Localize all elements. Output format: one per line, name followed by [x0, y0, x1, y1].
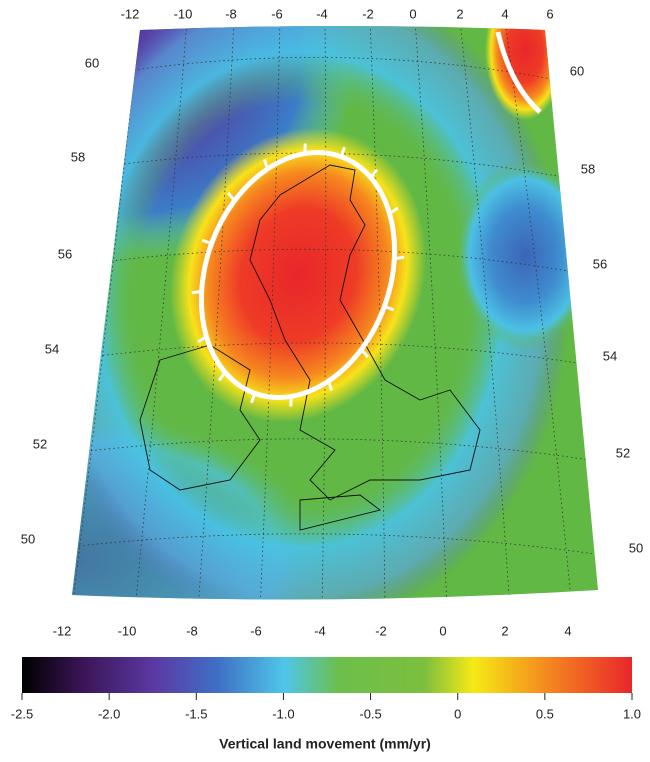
- latitude-label: 54: [45, 341, 59, 356]
- longitude-label: 4: [564, 623, 571, 638]
- latitude-label: 52: [33, 436, 47, 451]
- latitude-label: 60: [85, 55, 99, 70]
- map-field: [72, 26, 598, 600]
- longitude-label: -12: [53, 623, 72, 638]
- boundary-tick: [303, 143, 307, 154]
- longitude-label: 0: [439, 623, 446, 638]
- boundary-tick: [289, 396, 293, 407]
- boundary-tick: [388, 206, 399, 215]
- colorbar-tick-label: 0.5: [536, 706, 554, 721]
- uplift-boundary: [191, 31, 542, 407]
- longitude-label: -8: [225, 6, 237, 21]
- longitude-label: -4: [314, 623, 326, 638]
- longitude-label: 4: [501, 6, 508, 21]
- colorbar-tick-label: -2.0: [98, 706, 120, 721]
- boundary-tick: [383, 305, 395, 312]
- colorbar-tick-label: -1.5: [185, 706, 207, 721]
- parallel: [72, 533, 598, 558]
- longitude-label: -10: [118, 623, 137, 638]
- latitude-label: 60: [570, 63, 584, 78]
- latitude-label: 58: [71, 149, 85, 164]
- boundary-tick: [339, 146, 346, 158]
- latitude-label: 56: [58, 246, 72, 261]
- parallel: [72, 438, 598, 463]
- longitude-label: -2: [375, 623, 387, 638]
- meridian: [72, 26, 141, 600]
- colorbar-tick-label: -1.0: [272, 706, 294, 721]
- boundary-tick: [250, 392, 257, 404]
- parallel: [79, 248, 581, 274]
- meridian: [321, 26, 327, 600]
- colorbar-label: Vertical land movement (mm/yr): [219, 736, 431, 752]
- boundary-tick: [369, 168, 379, 179]
- boundary-tick: [394, 255, 405, 261]
- longitude-label: 2: [501, 623, 508, 638]
- latitude-label: 54: [603, 348, 617, 363]
- latitude-label: 56: [593, 256, 607, 271]
- longitude-label: -8: [186, 623, 198, 638]
- meridian: [369, 26, 386, 600]
- colorbar: [22, 657, 632, 693]
- boundary-tick: [327, 380, 333, 391]
- colorbar-tick-label: -0.5: [359, 706, 381, 721]
- colorbar-tick-label: 1.0: [623, 706, 641, 721]
- meridian: [134, 26, 188, 600]
- boundary-tick: [360, 348, 370, 358]
- boundary-tick: [226, 192, 236, 202]
- coastline: [139, 164, 481, 531]
- latitude-label: 52: [616, 445, 630, 460]
- latitude-label: 50: [21, 531, 35, 546]
- longitude-label: 2: [456, 6, 463, 21]
- longitude-label: 0: [409, 6, 416, 21]
- longitude-label: -12: [121, 6, 140, 21]
- boundary-tick: [201, 238, 213, 245]
- colorbar-tick-label: -2.5: [11, 706, 33, 721]
- longitude-label: -10: [174, 6, 193, 21]
- boundary-tick: [191, 289, 202, 295]
- longitude-label: -4: [316, 6, 328, 21]
- boundary-tick: [197, 335, 208, 344]
- latitude-label: 50: [629, 540, 643, 555]
- meridian: [197, 26, 235, 600]
- colorbar-tick-label: 0: [454, 706, 461, 721]
- boundary-tick: [217, 371, 227, 382]
- longitude-label: 6: [546, 6, 553, 21]
- boundary-tick: [263, 159, 269, 170]
- longitude-label: -2: [362, 6, 374, 21]
- latitude-label: 58: [581, 161, 595, 176]
- graticule: [72, 26, 598, 600]
- meridian: [414, 26, 448, 600]
- labels: -12 -10 -8 -6 -4 -2 0 2 4 6 -12 -10 -8 -6 -4 -2 0 2 4 60 60 5…: [11, 6, 643, 721]
- meridian: [259, 26, 281, 600]
- meridian: [459, 26, 511, 600]
- longitude-label: -6: [271, 6, 283, 21]
- longitude-label: -6: [250, 623, 262, 638]
- parallel: [72, 342, 591, 366]
